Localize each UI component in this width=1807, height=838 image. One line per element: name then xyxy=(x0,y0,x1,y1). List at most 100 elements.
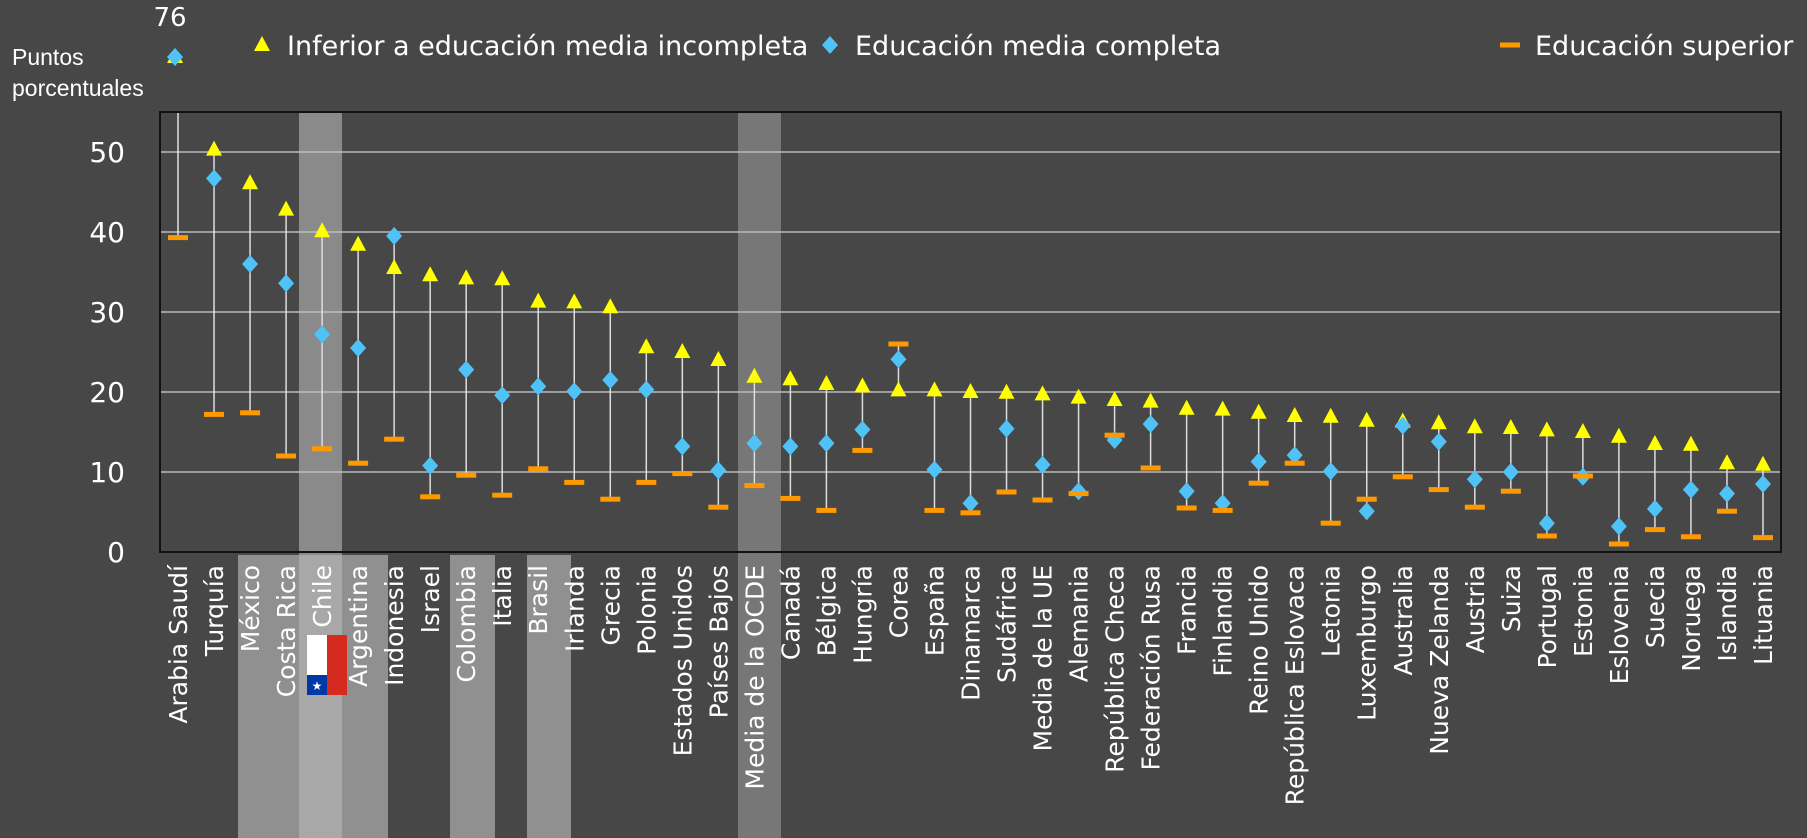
x-tick-label: Estados Unidos xyxy=(668,565,697,756)
diamond-marker xyxy=(314,325,331,344)
triangle-marker xyxy=(926,381,943,397)
dash-marker xyxy=(1464,504,1485,510)
diamond-marker xyxy=(1538,514,1555,533)
x-tick-label: Media de la OCDE xyxy=(740,565,769,790)
triangle-marker xyxy=(602,298,619,314)
triangle-marker xyxy=(854,377,871,393)
triangle-marker xyxy=(1106,391,1123,406)
dash-marker xyxy=(168,235,189,241)
chile-flag: ★ xyxy=(307,635,347,695)
y-tick-label: 20 xyxy=(89,376,125,409)
triangle-marker xyxy=(818,375,835,390)
dash-marker xyxy=(1140,465,1161,471)
diamond-marker xyxy=(1394,416,1411,435)
dash-marker xyxy=(1752,535,1773,541)
x-tick-label: Islandia xyxy=(1713,565,1742,662)
y-tick-label: 10 xyxy=(89,456,125,489)
y-tick-label: 0 xyxy=(107,536,125,569)
triangle-marker xyxy=(1250,403,1267,419)
x-tick-label: Luxemburgo xyxy=(1353,565,1382,721)
x-tick-label: Costa Rica xyxy=(272,565,301,697)
dash-marker xyxy=(816,507,837,513)
x-tick-label: Portugal xyxy=(1533,565,1562,669)
dash-marker xyxy=(1608,541,1629,547)
diamond-marker xyxy=(1718,484,1735,503)
dash-marker xyxy=(240,410,261,416)
triangle-marker xyxy=(278,200,295,216)
triangle-marker xyxy=(1574,423,1591,438)
highlight-band xyxy=(738,112,781,838)
x-tick-label: Media de la UE xyxy=(1029,565,1058,752)
x-tick-label: Arabia Saudí xyxy=(164,564,193,724)
triangle-marker xyxy=(458,269,475,285)
triangle-marker xyxy=(386,259,403,274)
dash-marker xyxy=(1068,491,1089,497)
triangle-marker xyxy=(1502,419,1519,434)
dash-marker xyxy=(1248,480,1269,486)
x-tick-label: España xyxy=(920,565,949,656)
highlight-band xyxy=(450,555,495,838)
diamond-marker xyxy=(1214,494,1231,513)
triangle-marker xyxy=(494,270,511,286)
dash-marker xyxy=(888,341,909,347)
dash-marker xyxy=(276,453,297,459)
dash-marker xyxy=(1392,474,1413,480)
diamond-marker xyxy=(206,169,223,188)
triangle-marker xyxy=(242,174,259,190)
x-tick-label: Sudáfrica xyxy=(993,565,1022,683)
dash-marker xyxy=(564,479,585,485)
dash-marker xyxy=(1572,473,1593,479)
diamond-marker xyxy=(998,419,1015,438)
x-tick-label: Francia xyxy=(1173,565,1202,655)
triangle-marker xyxy=(1286,407,1303,422)
plot-frame xyxy=(159,111,1782,553)
dash-marker xyxy=(456,472,477,478)
x-tick-label: Turquía xyxy=(200,565,229,657)
triangle-marker xyxy=(746,367,763,383)
dash-marker xyxy=(1104,432,1125,438)
dash-marker xyxy=(420,494,441,500)
diamond-marker xyxy=(1430,432,1447,451)
dash-marker xyxy=(1212,507,1233,513)
dash-marker xyxy=(996,489,1017,495)
triangle-marker xyxy=(422,266,439,282)
diamond-marker xyxy=(530,377,547,396)
triangle-marker xyxy=(1718,454,1735,470)
x-tick-label: Suiza xyxy=(1497,565,1526,632)
triangle-marker xyxy=(998,383,1015,399)
y-tick-label: 30 xyxy=(89,296,125,329)
x-tick-label: Alemania xyxy=(1065,565,1094,682)
x-tick-label: Australia xyxy=(1389,565,1418,676)
x-tick-label: Canadá xyxy=(776,565,805,660)
x-tick-label: Corea xyxy=(884,565,913,638)
x-tick-label: Países Bajos xyxy=(704,565,733,718)
y-tick-label: 40 xyxy=(89,216,125,249)
diamond-marker xyxy=(1466,470,1483,489)
triangle-marker xyxy=(674,343,691,358)
dash-marker xyxy=(1428,487,1449,493)
diamond-marker xyxy=(1502,463,1519,481)
diamond-marker xyxy=(1754,475,1771,493)
value-label: 76 xyxy=(153,3,186,33)
x-tick-label: Italia xyxy=(488,565,517,627)
x-tick-label: México xyxy=(236,565,265,652)
diamond-marker xyxy=(818,434,835,453)
dash-marker xyxy=(1500,42,1520,48)
x-tick-label: Finlandia xyxy=(1209,565,1238,677)
x-tick-label: República Checa xyxy=(1101,565,1130,773)
triangle-marker xyxy=(1682,435,1699,451)
triangle-marker xyxy=(782,370,799,386)
diamond-marker xyxy=(1682,480,1699,499)
dash-marker xyxy=(1644,527,1665,533)
diamond-marker xyxy=(602,371,619,389)
diamond-marker xyxy=(926,460,943,479)
dash-marker xyxy=(852,447,873,453)
triangle-marker xyxy=(1322,407,1339,423)
diamond-marker xyxy=(422,456,439,475)
diamond-marker xyxy=(1286,446,1303,465)
dash-marker xyxy=(960,510,981,516)
legend-label: Inferior a educación media incompleta xyxy=(287,31,808,62)
dash-marker xyxy=(528,466,549,472)
dash-marker xyxy=(1176,505,1197,511)
